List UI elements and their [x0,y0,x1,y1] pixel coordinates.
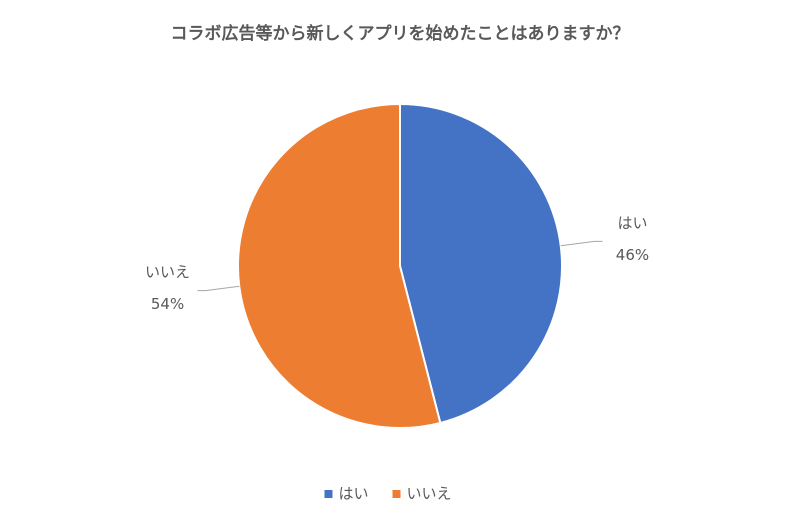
data-label-category: いいえ [145,263,190,281]
data-label-category: はい [617,214,647,232]
legend-swatch [392,490,401,498]
data-label-value: 54% [151,295,184,313]
legend-label: いいえ [407,485,452,503]
leader-line [560,240,603,247]
pie-slice [399,102,563,425]
legend-label: はい [339,485,369,503]
leader-line [197,285,240,292]
legend-swatch [324,490,333,498]
data-label-value: 46% [616,246,649,264]
chart-title: コラボ広告等から新しくアプリを始めたことはありますか？ [171,23,630,44]
